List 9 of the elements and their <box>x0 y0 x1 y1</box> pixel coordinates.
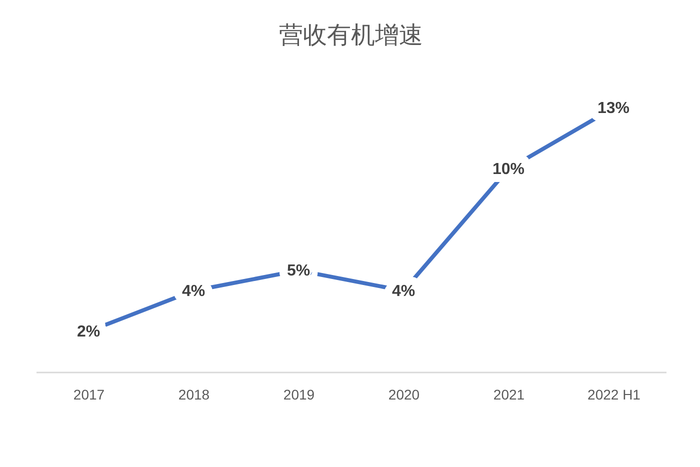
chart-title: 营收有机增速 <box>279 22 423 49</box>
data-label: 13% <box>597 100 630 117</box>
data-label: 2% <box>76 323 100 340</box>
x-tick-label: 2019 <box>283 386 315 402</box>
x-tick-label: 2020 <box>388 386 420 402</box>
x-tick-label: 2018 <box>178 386 210 402</box>
x-tick-label: 2022 H1 <box>588 386 641 402</box>
x-tick-label: 2021 <box>493 386 525 402</box>
x-tick-label: 2017 <box>73 386 105 402</box>
